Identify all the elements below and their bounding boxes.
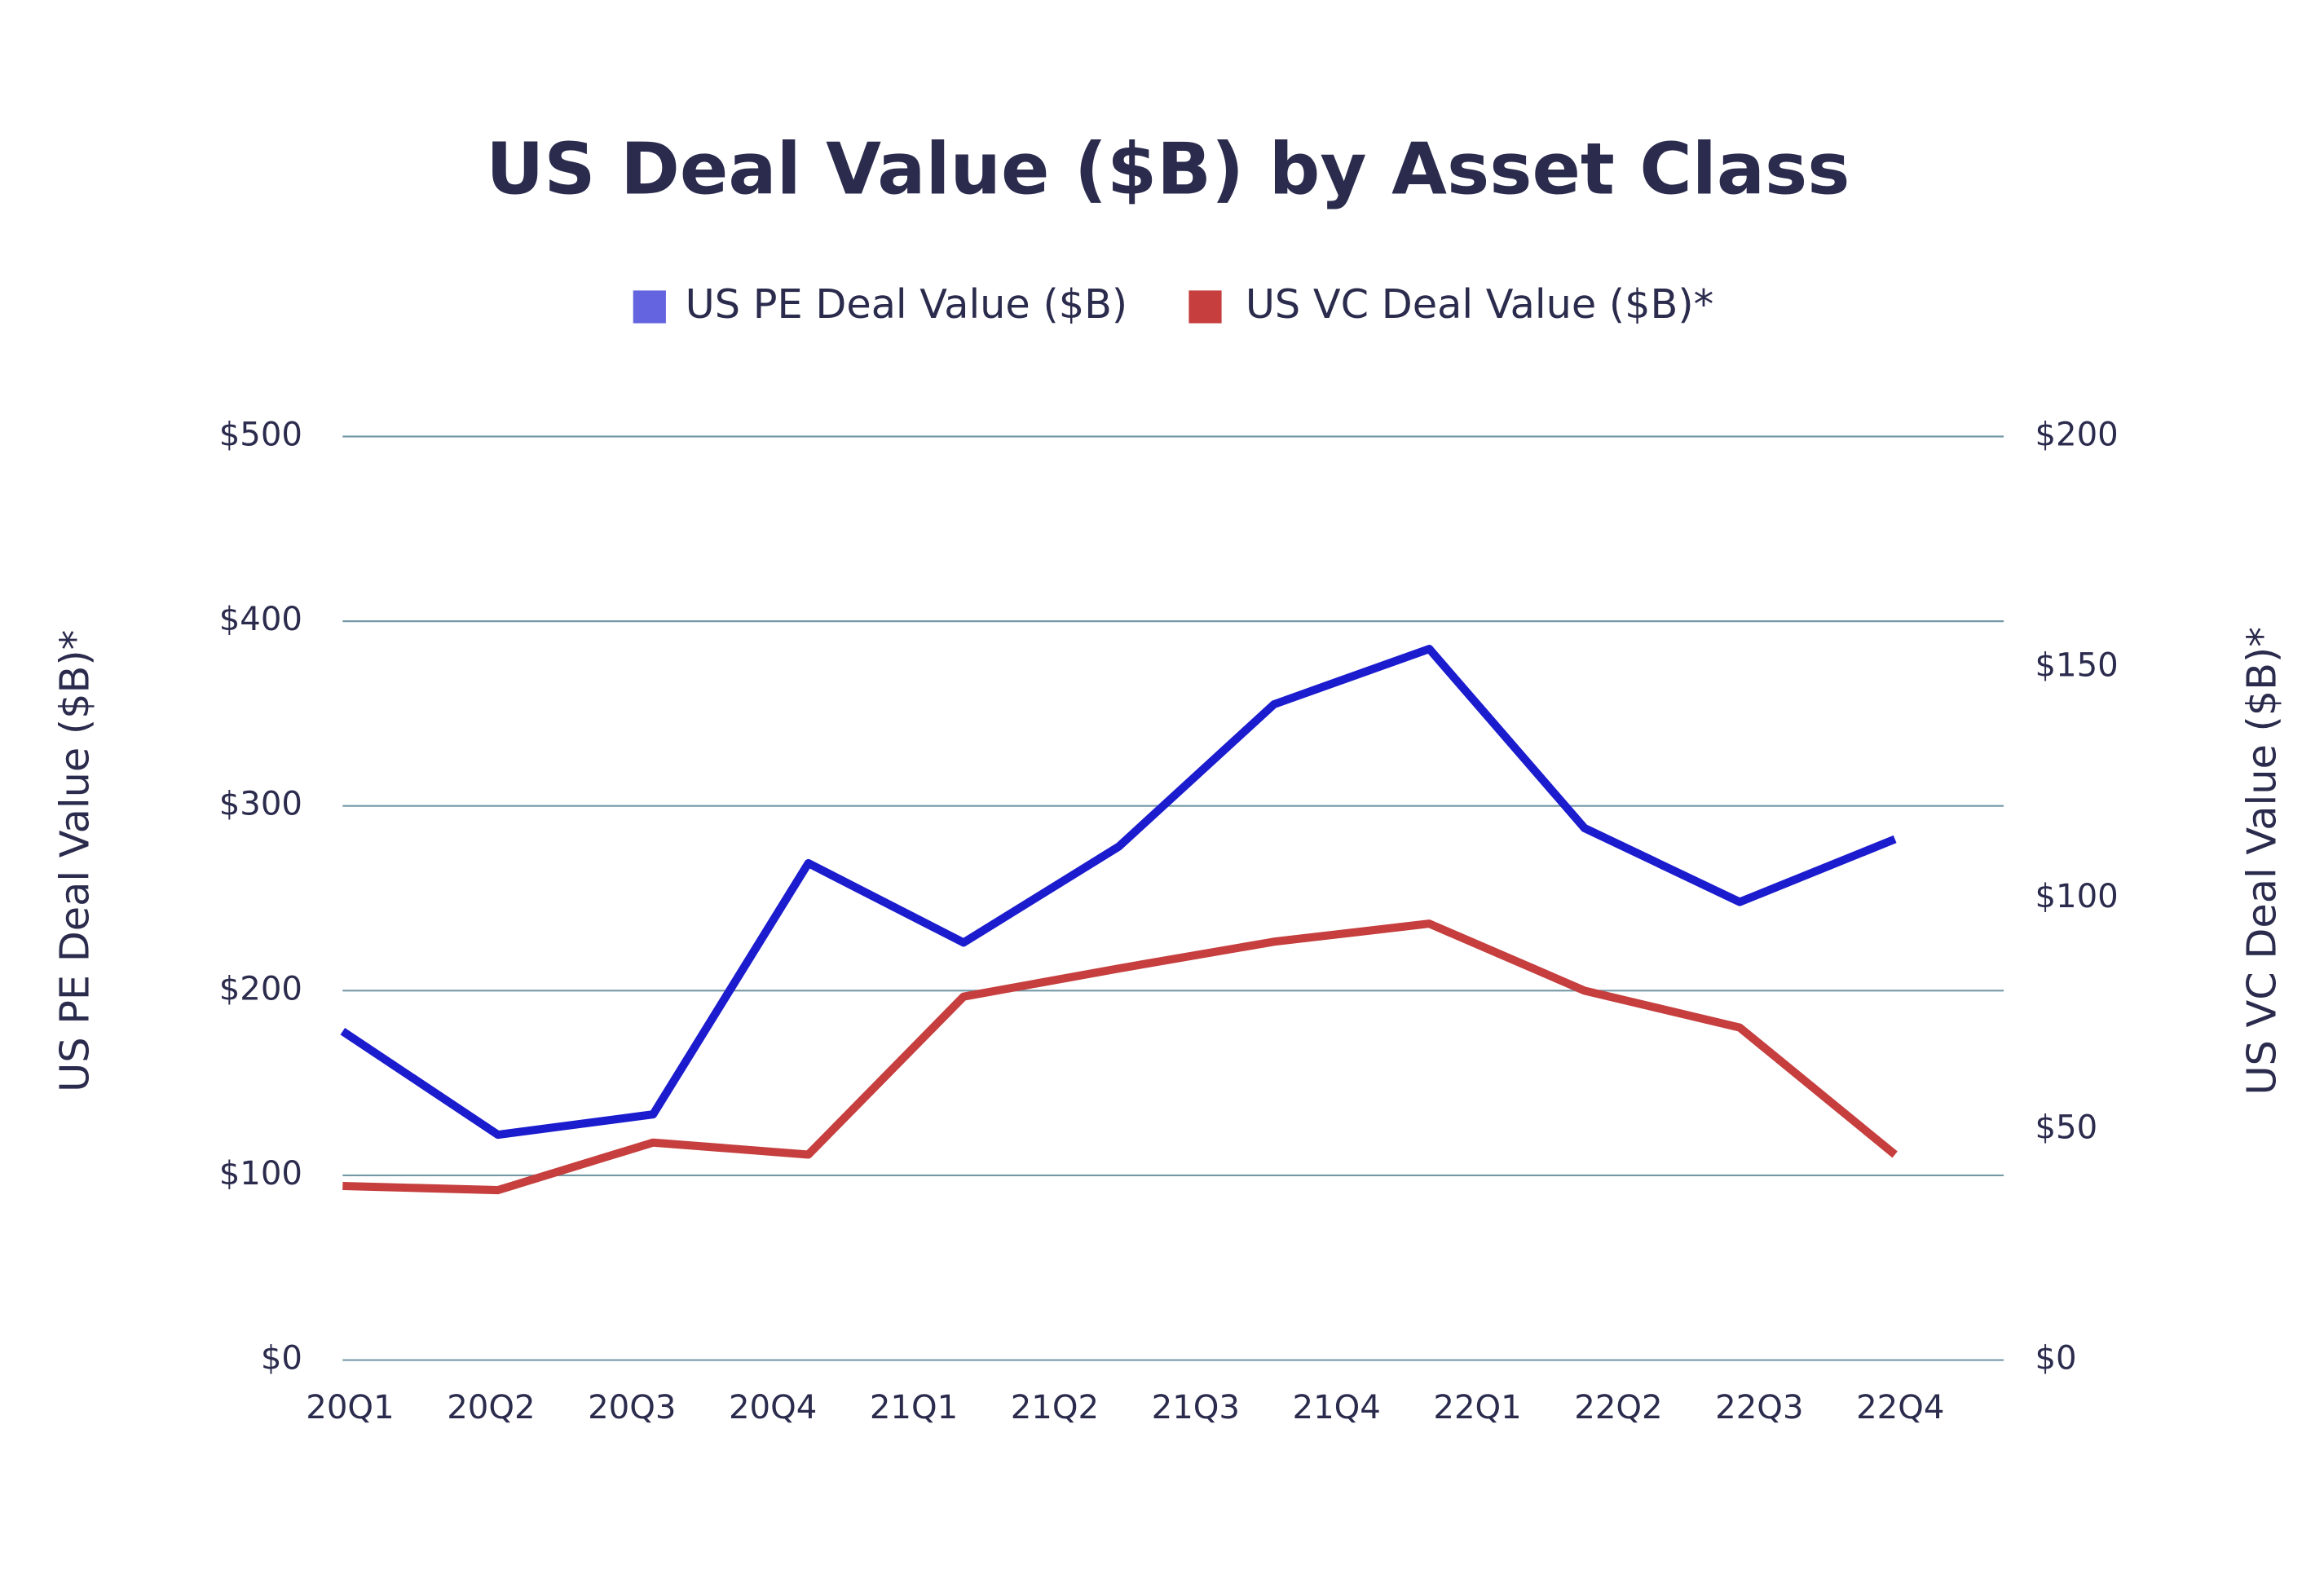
- y-tick-label: $400: [219, 601, 302, 638]
- y2-tick-label: $150: [2035, 647, 2118, 685]
- y2-tick-label: $0: [2035, 1340, 2076, 1378]
- y-axis-label: US PE Deal Value ($B)*: [51, 630, 99, 1092]
- x-tick-label: 22Q4: [1856, 1389, 1944, 1426]
- x-tick-label: 20Q2: [447, 1389, 535, 1426]
- y-tick-label: $300: [219, 786, 302, 823]
- x-tick-label: 21Q4: [1293, 1389, 1381, 1426]
- legend-swatch: [633, 290, 666, 324]
- y-tick-label: $100: [219, 1155, 302, 1193]
- x-tick-label: 22Q3: [1715, 1389, 1803, 1426]
- x-tick-label: 22Q2: [1574, 1389, 1662, 1426]
- legend-swatch: [1188, 290, 1222, 324]
- y2-axis-label: US VC Deal Value ($B)*: [2238, 627, 2285, 1095]
- data-line: [340, 645, 1897, 1140]
- x-tick-label: 20Q1: [306, 1389, 394, 1426]
- x-tick-label: 21Q2: [1011, 1389, 1099, 1426]
- legend-label: US VC Deal Value ($B)*: [1246, 280, 1713, 328]
- y2-tick-label: $50: [2035, 1109, 2097, 1146]
- chart-title: US Deal Value ($B) by Asset Class: [486, 128, 1850, 211]
- x-tick-label: 21Q1: [870, 1389, 958, 1426]
- y2-tick-label: $200: [2035, 416, 2118, 453]
- x-tick-label: 21Q3: [1152, 1389, 1240, 1426]
- y-tick-label: $200: [219, 970, 302, 1007]
- x-tick-label: 20Q3: [588, 1389, 676, 1426]
- data-line: [342, 919, 1898, 1195]
- y-tick-label: $500: [219, 416, 302, 453]
- y-tick-label: $0: [261, 1340, 302, 1378]
- x-tick-label: 22Q1: [1433, 1389, 1521, 1426]
- legend-label: US PE Deal Value ($B): [686, 280, 1128, 328]
- x-tick-label: 20Q4: [729, 1389, 817, 1426]
- y2-tick-label: $100: [2035, 878, 2118, 915]
